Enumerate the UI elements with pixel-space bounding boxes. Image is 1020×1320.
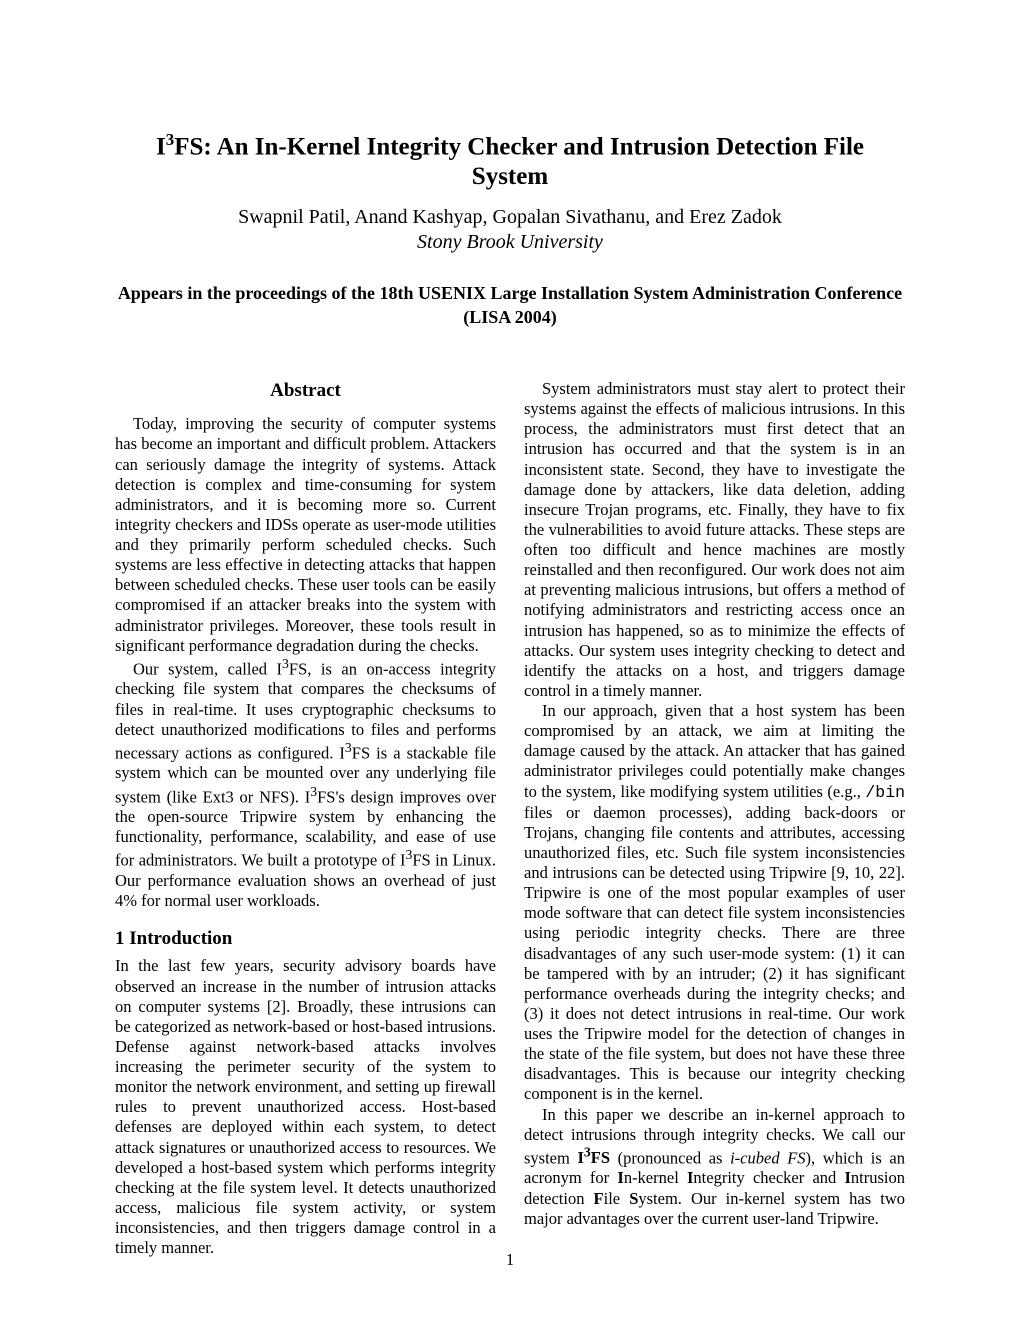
title-prefix: I (156, 133, 166, 160)
sup-3: 3 (345, 740, 352, 755)
intro-paragraph-3: In our approach, given that a host syste… (524, 701, 905, 1105)
abstract-paragraph-1: Today, improving the security of compute… (115, 414, 496, 656)
abstract-heading: Abstract (115, 379, 496, 402)
title-sup: 3 (166, 130, 175, 149)
intro-p4-o: S (629, 1189, 638, 1208)
intro-p4-e: i-cubed FS (730, 1148, 805, 1167)
intro-p3-b: files or daemon processes), adding back-… (524, 803, 905, 1104)
intro-p3-a: In our approach, given that a host syste… (524, 701, 905, 801)
abstract-paragraph-2: Our system, called I3FS, is an on-access… (115, 656, 496, 912)
intro-paragraph-4: In this paper we describe an in-kernel a… (524, 1105, 905, 1229)
sup-3: 3 (584, 1145, 591, 1160)
intro-p4-d: (pronounced as (610, 1148, 730, 1167)
page-number: 1 (0, 1250, 1020, 1270)
intro-p4-j: ntegrity checker and (693, 1168, 844, 1187)
paper-authors: Swapnil Patil, Anand Kashyap, Gopalan Si… (115, 206, 905, 229)
intro-p4-h: n-kernel (624, 1168, 687, 1187)
intro-paragraph-1: In the last few years, security advisory… (115, 956, 496, 1258)
paper-affiliation: Stony Brook University (115, 231, 905, 254)
intro-p4-m: F (594, 1189, 604, 1208)
paper-title: I3FS: An In-Kernel Integrity Checker and… (115, 130, 905, 192)
intro-p4-c: FS (591, 1148, 610, 1167)
paper-body-columns: Abstract Today, improving the security o… (115, 379, 905, 1258)
title-rest: FS: An In-Kernel Integrity Checker and I… (174, 133, 864, 190)
sup-3: 3 (282, 656, 289, 671)
paper-venue: Appears in the proceedings of the 18th U… (115, 282, 905, 329)
intro-paragraph-2: System administrators must stay alert to… (524, 379, 905, 701)
intro-p3-tt: /bin (865, 783, 905, 802)
paper-page: I3FS: An In-Kernel Integrity Checker and… (0, 0, 1020, 1320)
section-1-heading: 1 Introduction (115, 927, 496, 950)
abstract-p2-a: Our system, called I (133, 659, 282, 678)
intro-p4-n: ile (604, 1189, 630, 1208)
